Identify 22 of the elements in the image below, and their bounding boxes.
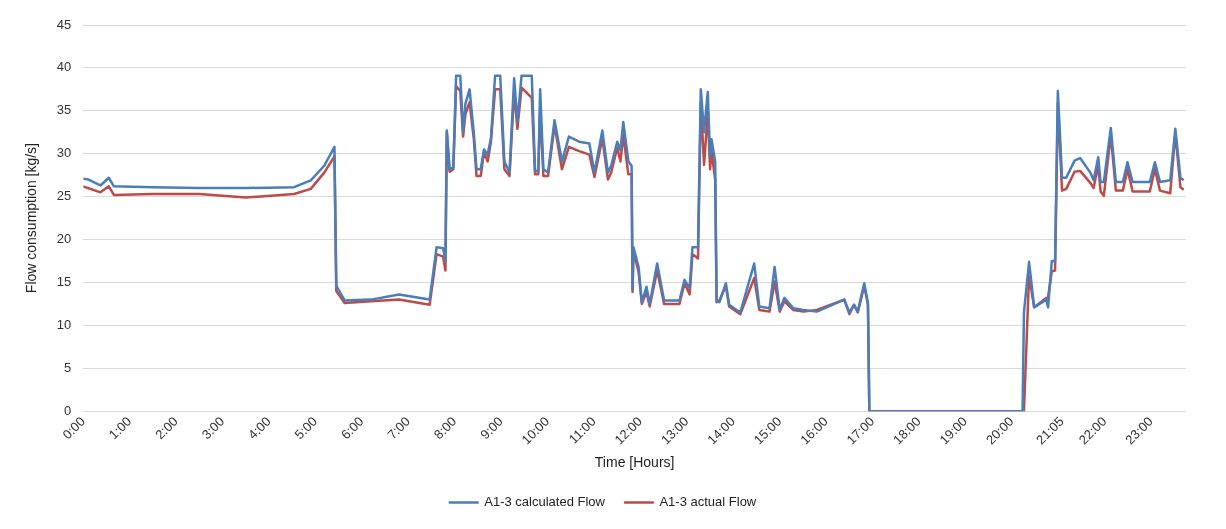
x-tick-label: 6:00 <box>337 413 367 443</box>
x-tick-label: 9:00 <box>477 413 506 443</box>
y-tick-label: 10 <box>56 316 72 332</box>
y-tick-label: 30 <box>56 145 72 161</box>
y-axis-title: Flow consumption [kg/s] <box>23 143 40 294</box>
x-tick-label: 4:00 <box>245 413 274 443</box>
x-axis-title: Time [Hours] <box>594 454 675 471</box>
y-tick-label: 45 <box>56 16 72 32</box>
y-tick-label: 20 <box>56 231 72 247</box>
y-tick-label: 40 <box>56 59 72 75</box>
y-tick-label: 0 <box>64 402 72 418</box>
x-tick-label: 5:00 <box>291 413 321 443</box>
x-tick-label: 3:00 <box>198 413 228 443</box>
legend-label: A1-3 calculated Flow <box>484 494 606 510</box>
legend-label: A1-3 actual Flow <box>659 494 757 510</box>
y-tick-label: 5 <box>64 359 72 375</box>
y-tick-label: 35 <box>56 102 72 118</box>
x-tick-label: 1:00 <box>105 413 135 443</box>
x-tick-label: 7:00 <box>384 413 413 443</box>
y-tick-label: 25 <box>56 188 72 204</box>
y-tick-label: 15 <box>56 274 72 290</box>
x-tick-label: 8:00 <box>430 413 460 443</box>
